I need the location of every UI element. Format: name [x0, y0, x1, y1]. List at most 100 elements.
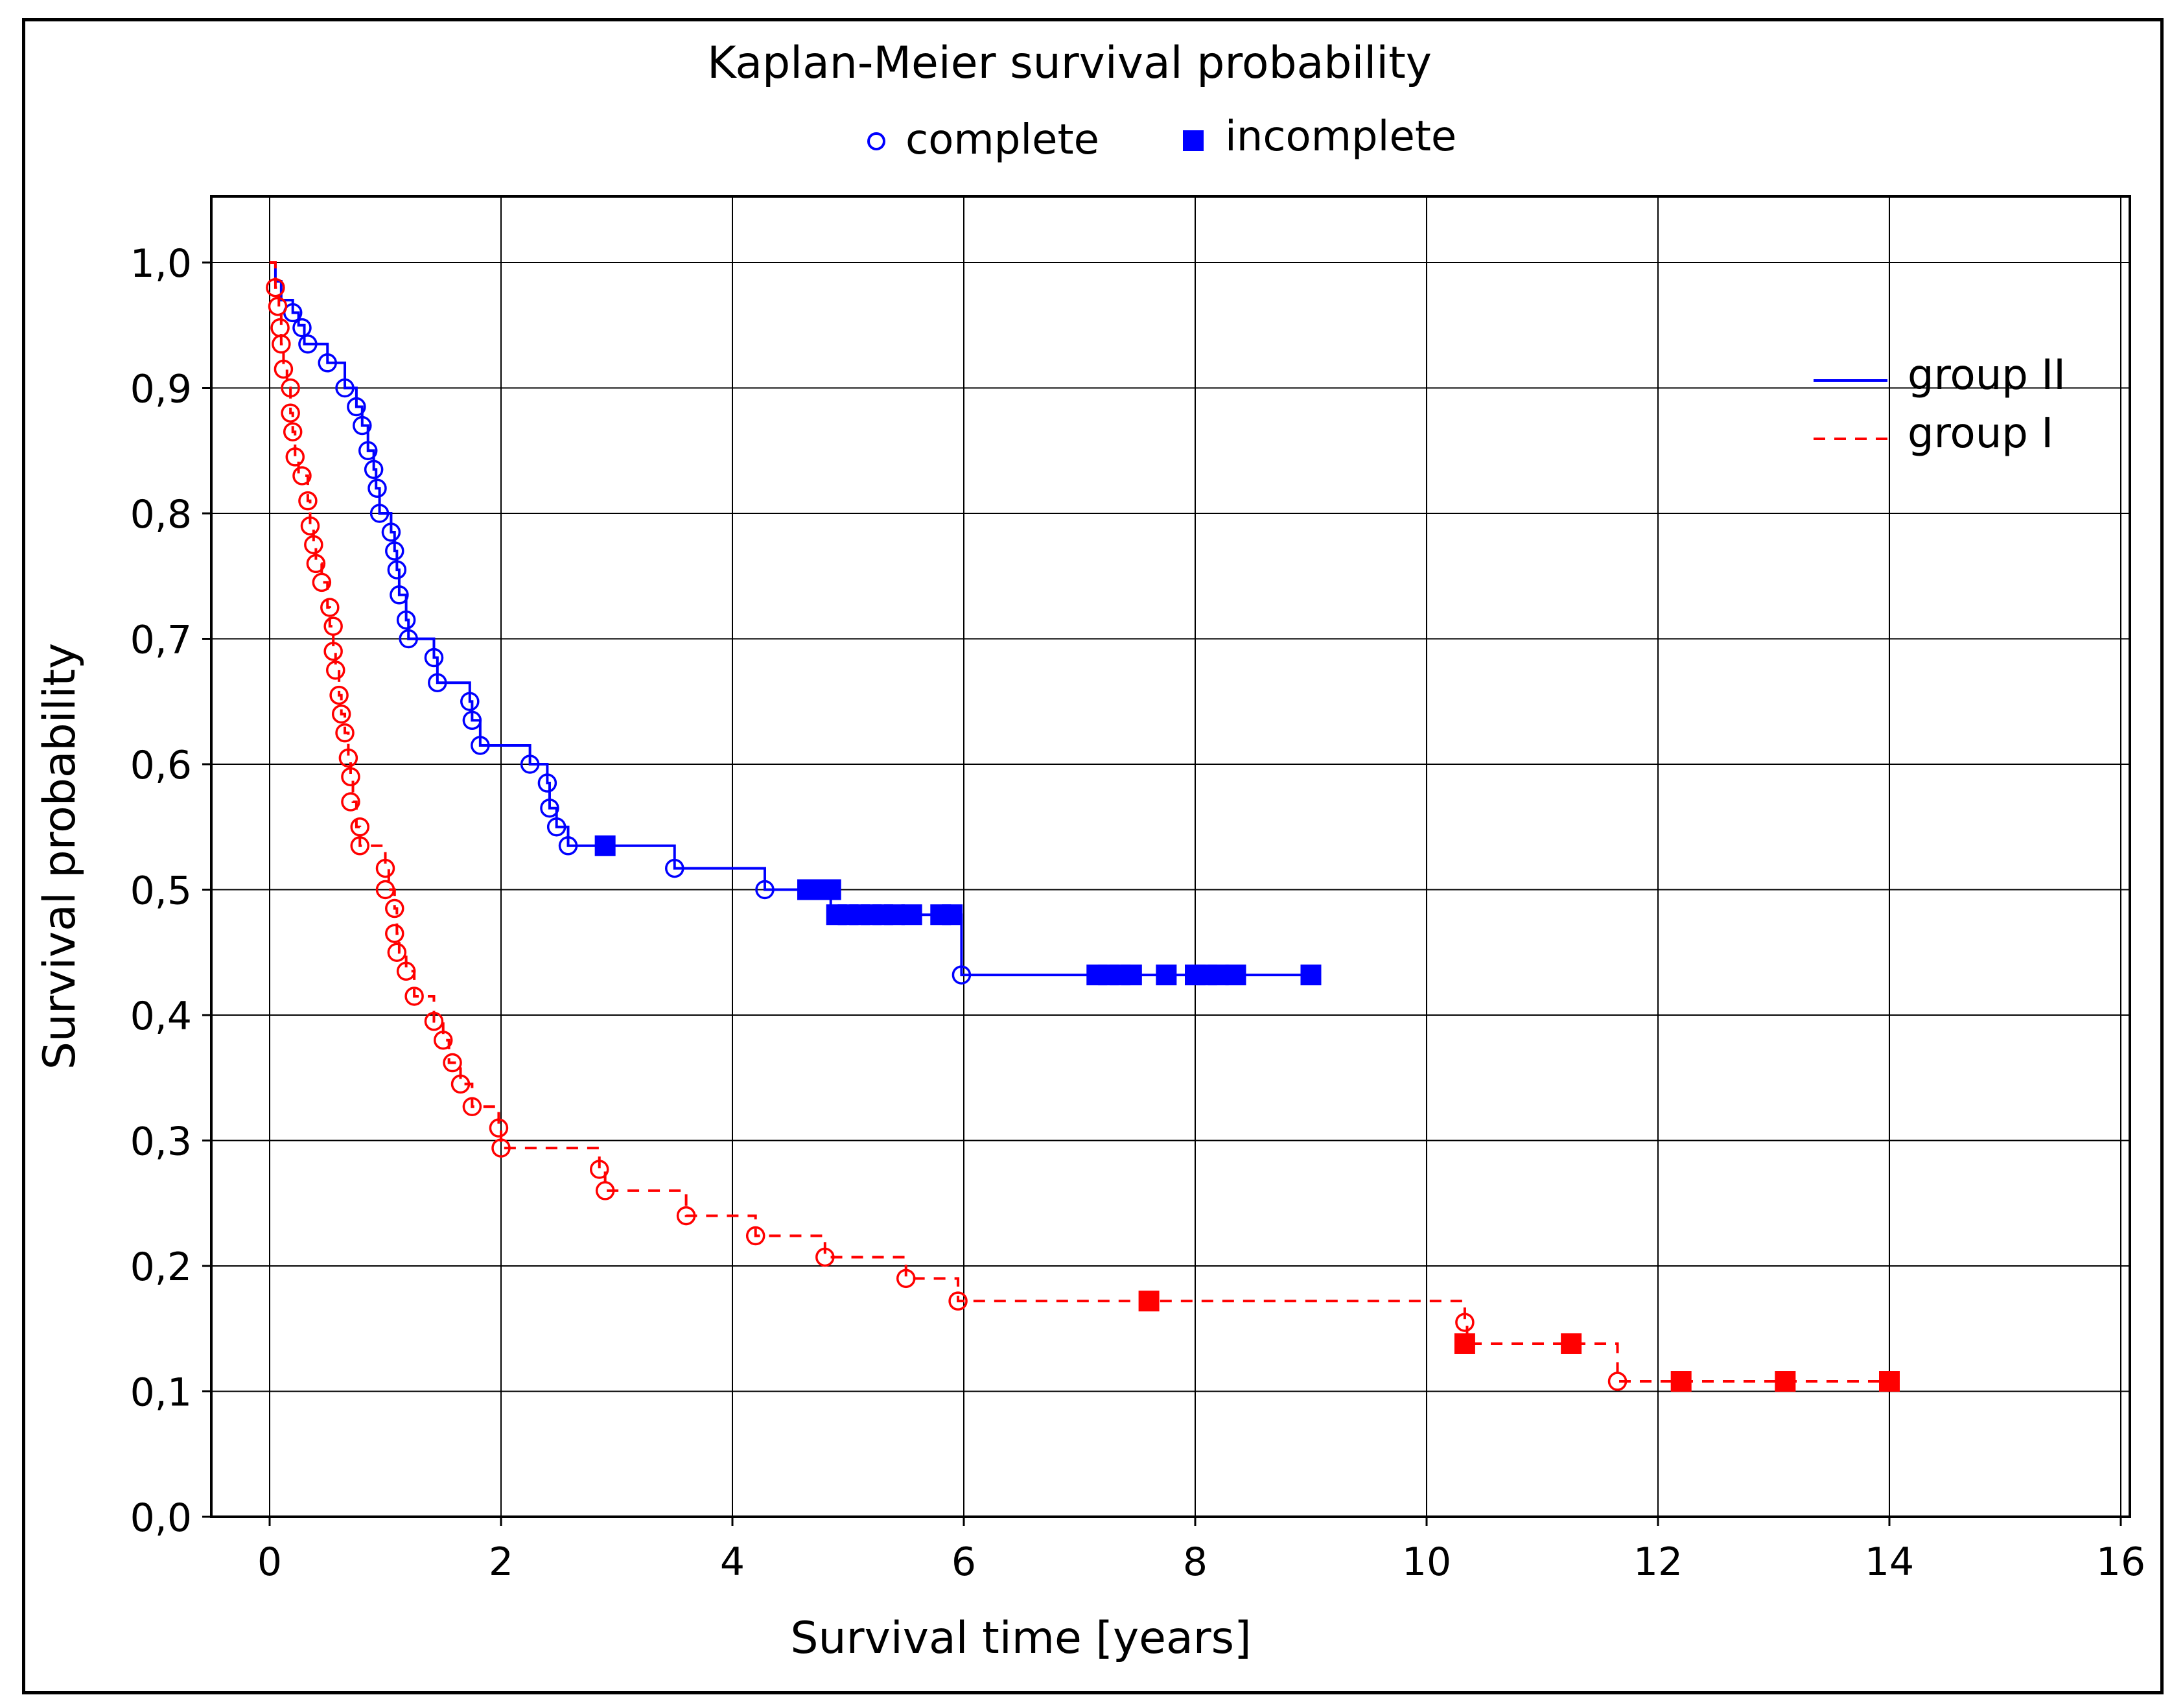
group-ii-complete-point [369, 504, 390, 523]
group-i-complete-point [281, 403, 300, 423]
group-i-step-line [270, 261, 1889, 1383]
group-i-complete-point [385, 924, 404, 943]
group-i-complete-point [375, 858, 395, 878]
group-ii-complete-point [353, 415, 372, 436]
group-i-complete-point [896, 1269, 916, 1289]
group-i-complete-point [312, 572, 332, 592]
y-tick-label: 0,9 [130, 367, 192, 412]
group-i-complete-point [320, 598, 340, 617]
group-i-complete-point [323, 642, 343, 661]
group-i-complete-point [450, 1074, 471, 1094]
group-i-complete-point [331, 704, 351, 724]
group-i-complete-point [272, 334, 291, 354]
group-ii-complete-point [540, 798, 559, 818]
group-i-complete-point [341, 792, 360, 812]
x-axis-label: Survival time [years] [790, 1613, 1251, 1664]
group-i-complete-point [270, 318, 290, 338]
group-i-complete-point [329, 685, 349, 705]
x-tick-label: 2 [489, 1539, 513, 1585]
group-ii-incomplete-point [820, 879, 841, 900]
x-tick-label: 12 [1633, 1539, 1683, 1585]
group-ii-complete-point [471, 736, 490, 755]
group-ii-incomplete-point [901, 904, 922, 926]
group-i-complete-point [283, 422, 303, 441]
group-i-legend-label: group I [1908, 410, 2053, 458]
group-ii-complete-point [387, 560, 407, 579]
group-i-complete-point [443, 1053, 462, 1073]
group-ii-complete-point [396, 610, 416, 630]
x-tick-label: 6 [951, 1539, 976, 1585]
group-i-complete-point [815, 1247, 835, 1267]
series-legend: group II group I [1814, 351, 2066, 458]
group-i-complete-point [462, 1097, 482, 1117]
group-ii-incomplete-point [594, 835, 616, 856]
group-ii-incomplete-point [1156, 965, 1177, 986]
group-i-complete-point [274, 359, 294, 379]
series-layer [266, 261, 1900, 1392]
group-i-complete-point [375, 880, 395, 900]
group-i-complete-point [268, 296, 288, 316]
group-ii-complete-point [368, 478, 387, 498]
group-ii-incomplete-point [1208, 965, 1229, 986]
group-ii-complete-point [755, 880, 775, 900]
group-i-complete-point [341, 767, 360, 787]
group-i-complete-point [948, 1291, 968, 1311]
group-ii-complete-point [381, 522, 401, 542]
group-ii-incomplete-point [942, 904, 963, 926]
group-ii-complete-point [520, 755, 540, 774]
y-tick-label: 0,1 [130, 1370, 192, 1416]
group-i-complete-point [424, 1011, 444, 1031]
group-i-complete-point [404, 987, 424, 1006]
group-ii-complete-point [537, 773, 557, 793]
group-i-complete-point [595, 1181, 615, 1200]
group-ii-complete-point [318, 353, 337, 373]
plot-area-border [210, 195, 2131, 1518]
group-i-complete-point [489, 1118, 509, 1138]
group-i-complete-point [266, 277, 285, 298]
group-i-complete-point [325, 661, 345, 680]
group-i-complete-point [1607, 1372, 1628, 1391]
group-i-complete-point [387, 942, 407, 962]
group-ii-complete-point [558, 836, 578, 856]
group-i-complete-point [306, 554, 326, 574]
x-tick-label: 0 [257, 1539, 282, 1585]
group-i-complete-point [1455, 1313, 1475, 1332]
group-i-complete-point [281, 378, 300, 398]
chart-frame [22, 18, 2164, 1694]
group-i-complete-point [335, 723, 355, 743]
group-i-incomplete-point [1138, 1291, 1160, 1312]
axis-ticks: 0,0 0,1 0,2 0,3 0,4 0,5 0,6 0,7 0,8 0,9 1,0 0 2 4 6 8 10… [130, 241, 2146, 1585]
group-ii-complete-point [385, 541, 404, 561]
group-i-complete-point [285, 447, 305, 467]
group-ii-incomplete-point [1225, 965, 1246, 986]
marker-legend: complete incomplete [867, 113, 1456, 164]
group-i-complete-point [323, 616, 343, 636]
group-i-incomplete-point [1670, 1371, 1692, 1392]
group-ii-complete-point [951, 965, 972, 985]
x-tick-label: 10 [1402, 1539, 1451, 1585]
group-ii-complete-point [546, 817, 566, 837]
group-ii-step-line [270, 261, 1311, 977]
complete-marker-icon [867, 132, 885, 150]
group-i-complete-point [292, 466, 312, 485]
y-tick-label: 0,3 [130, 1119, 192, 1165]
x-tick-label: 14 [1865, 1539, 1914, 1585]
group-ii-complete-point [424, 648, 444, 668]
group-i-complete-point [676, 1206, 696, 1226]
x-tick-label: 4 [720, 1539, 745, 1585]
group-ii-complete-point [347, 397, 366, 417]
group-i-complete-point [589, 1160, 609, 1179]
group-ii-legend-label: group II [1908, 351, 2066, 399]
grid-lines [211, 196, 2130, 1517]
group-i-incomplete-point [1879, 1371, 1900, 1392]
group-ii-complete-point [335, 378, 355, 398]
group-i-complete-point [304, 535, 323, 555]
x-tick-label: 8 [1183, 1539, 1208, 1585]
y-axis-label: Survival probability [34, 643, 86, 1070]
group-i-complete-point [350, 836, 369, 856]
group-ii-complete-point [462, 710, 482, 731]
group-ii-complete-point [428, 673, 447, 692]
group-ii-complete-point [390, 585, 409, 605]
group-ii-incomplete-point [1300, 965, 1322, 986]
